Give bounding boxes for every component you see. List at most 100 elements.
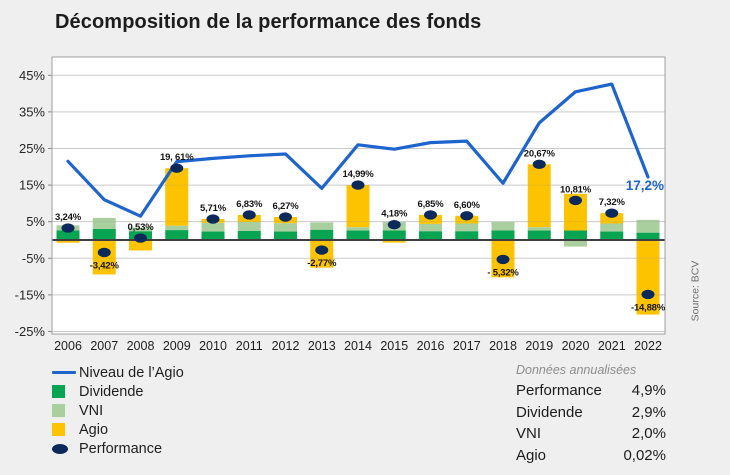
y-tick-label: -25% bbox=[15, 324, 46, 339]
bar-segment-vni-2007 bbox=[92, 218, 116, 229]
performance-dot-2010 bbox=[206, 214, 220, 224]
bar-segment-dividende-2011 bbox=[237, 230, 261, 240]
row-value: 4,9% bbox=[631, 382, 666, 400]
data-label-2011: 6,83% bbox=[236, 199, 263, 210]
bar-segment-vni-2020 bbox=[564, 239, 587, 247]
row-value: 2,9% bbox=[631, 403, 666, 421]
legend-item-dividende: Dividende bbox=[52, 382, 184, 401]
data-label-2006: 3,24% bbox=[55, 212, 82, 223]
x-tick-label: 2021 bbox=[598, 339, 626, 353]
performance-dot-2012 bbox=[279, 212, 292, 222]
annualized-row-vni: VNI 2,0% bbox=[516, 423, 666, 445]
x-tick-label: 2015 bbox=[380, 339, 408, 353]
bar-segment-dividende-2009 bbox=[165, 230, 189, 240]
annualized-row-agio: Agio 0,02% bbox=[516, 445, 666, 467]
bar-segment-dividende-2012 bbox=[274, 231, 297, 240]
row-value: 2,0% bbox=[631, 425, 666, 443]
performance-chart: 45% 35% 25% 15% 5% -5% -15% -25% 17,2% 3,24% -3,42… bbox=[15, 56, 666, 353]
bar-segment-vni-2008 bbox=[129, 227, 152, 232]
bar-segment-dividende-2015 bbox=[382, 230, 406, 240]
row-label: Agio bbox=[516, 446, 547, 464]
source-label: Source: BCV bbox=[689, 260, 702, 322]
bar-segment-dividende-2010 bbox=[201, 231, 225, 240]
legend-label: Niveau de l’Agio bbox=[79, 364, 184, 381]
bar-segment-agio-2006 bbox=[56, 239, 80, 243]
bar-segment-dividende-2016 bbox=[419, 231, 442, 240]
x-tick-label: 2017 bbox=[453, 339, 481, 353]
data-label-2009: 19, 61% bbox=[160, 152, 194, 163]
x-tick-label: 2008 bbox=[127, 339, 155, 353]
y-axis-labels: 45% 35% 25% 15% 5% -5% -15% -25% bbox=[15, 68, 46, 339]
annualized-row-dividende: Dividende 2,9% bbox=[516, 402, 666, 424]
legend-item-performance: Performance bbox=[52, 439, 184, 458]
legend-label: Performance bbox=[79, 440, 163, 457]
data-label-2012: 6,27% bbox=[273, 201, 300, 212]
performance-dot-2014 bbox=[351, 180, 365, 190]
bar-segment-vni-2019 bbox=[527, 227, 551, 231]
bar-segment-dividende-2019 bbox=[527, 230, 551, 240]
y-tick-label: 35% bbox=[19, 104, 45, 119]
y-tick-label: -5% bbox=[22, 251, 46, 266]
bar-segment-agio-2007 bbox=[92, 239, 116, 275]
bar-segment-agio-2014 bbox=[346, 185, 370, 228]
chart-title: Décomposition de la performance des fond… bbox=[55, 11, 482, 33]
bar-segment-vni-2009 bbox=[165, 225, 189, 231]
bar-segment-vni-2011 bbox=[237, 222, 261, 231]
plot-border bbox=[51, 56, 666, 335]
bar-segment-agio-2019 bbox=[527, 164, 551, 228]
data-label-2022: -14,88% bbox=[631, 302, 666, 313]
data-label-2016: 6,85% bbox=[418, 199, 445, 210]
performance-dot-2006 bbox=[61, 223, 75, 233]
y-tick-label: -15% bbox=[15, 287, 46, 302]
bar-segment-vni-2021 bbox=[600, 223, 624, 232]
y-tick-label: 5% bbox=[26, 214, 45, 229]
x-tick-label: 2019 bbox=[525, 339, 553, 353]
row-label: VNI bbox=[516, 425, 542, 443]
agio-level-line bbox=[66, 82, 650, 218]
annualized-panel: Données annualisées Performance 4,9% Div… bbox=[516, 363, 666, 466]
data-label-2017: 6,60% bbox=[454, 200, 481, 211]
row-label: Dividende bbox=[516, 403, 583, 421]
bar-segment-vni-2014 bbox=[346, 227, 370, 231]
performance-dot-swatch bbox=[52, 443, 79, 454]
performance-dot-2013 bbox=[315, 245, 329, 255]
x-tick-label: 2022 bbox=[634, 339, 662, 353]
y-tick-label: 25% bbox=[19, 141, 45, 156]
x-tick-label: 2010 bbox=[199, 339, 227, 353]
annualized-header: Données annualisées bbox=[516, 363, 637, 377]
performance-dot-2018 bbox=[496, 254, 510, 265]
performance-dot-2017 bbox=[460, 211, 474, 221]
annualized-row-performance: Performance 4,9% bbox=[516, 380, 666, 402]
bar-segment-dividende-2020 bbox=[564, 230, 587, 240]
bar-segment-vni-2022 bbox=[636, 219, 660, 233]
data-label-2008: 0,53% bbox=[128, 222, 155, 233]
performance-dot-2011 bbox=[242, 210, 256, 220]
legend-item-vni: VNI bbox=[52, 401, 184, 420]
line-end-label: 17,2% bbox=[626, 178, 664, 193]
data-label-2020: 10,81% bbox=[560, 184, 592, 195]
bar-segment-vni-2013 bbox=[310, 222, 334, 230]
x-tick-label: 2009 bbox=[163, 339, 191, 353]
bar-segment-agio-2021 bbox=[600, 213, 624, 224]
bar-segment-agio-2020 bbox=[564, 193, 587, 231]
bar-segment-vni-2010 bbox=[201, 222, 225, 232]
dividende-swatch bbox=[52, 385, 79, 398]
performance-dots bbox=[61, 159, 655, 300]
bar-segment-agio-2009 bbox=[165, 168, 189, 226]
x-tick-label: 2013 bbox=[308, 339, 336, 353]
bar-segment-vni-2017 bbox=[455, 223, 479, 232]
vni-swatch bbox=[52, 404, 79, 417]
data-label-2019: 20,67% bbox=[524, 148, 556, 159]
legend-label: VNI bbox=[79, 402, 104, 419]
performance-dot-2022 bbox=[641, 289, 655, 300]
performance-dot-2015 bbox=[387, 219, 401, 230]
bar-segment-vni-2018 bbox=[491, 222, 515, 231]
x-tick-label: 2016 bbox=[417, 339, 445, 353]
bar-segment-vni-2016 bbox=[419, 223, 442, 232]
row-value: 0,02% bbox=[623, 446, 666, 464]
data-label-2014: 14,99% bbox=[342, 169, 374, 180]
agio-level-line-swatch bbox=[52, 370, 79, 375]
data-label-2010: 5,71% bbox=[200, 203, 227, 214]
bar-segment-vni-2012 bbox=[274, 223, 297, 232]
performance-dot-2007 bbox=[97, 247, 111, 258]
